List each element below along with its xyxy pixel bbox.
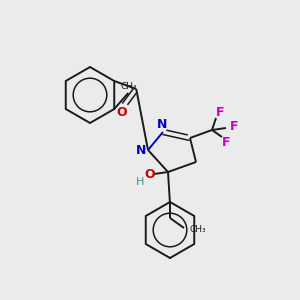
Text: H: H — [136, 177, 144, 187]
Text: F: F — [222, 136, 230, 148]
Text: CH₃: CH₃ — [121, 82, 138, 91]
Text: F: F — [230, 119, 238, 133]
Text: F: F — [216, 106, 224, 118]
Text: O: O — [116, 106, 127, 118]
Text: O: O — [145, 167, 155, 181]
Text: CH₃: CH₃ — [190, 226, 207, 235]
Text: N: N — [157, 118, 167, 130]
Text: N: N — [136, 145, 146, 158]
